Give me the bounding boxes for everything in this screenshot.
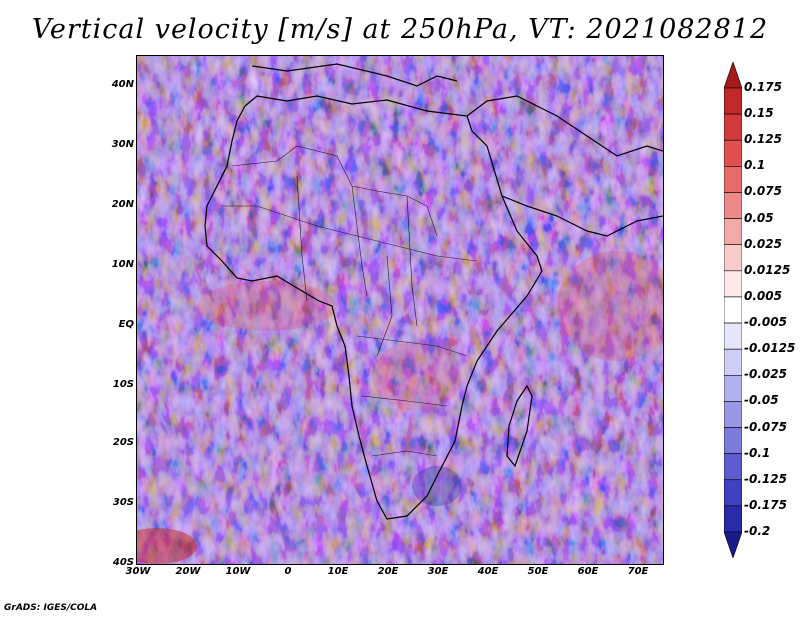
map-panel [136,55,664,565]
colorbar-cell [724,427,742,454]
colorbar-cell [724,479,742,507]
lat-label-30n: 30N [111,139,134,150]
southwest-updraft [137,528,197,564]
lat-label-40n: 40N [111,79,134,90]
colorbar-label: -0.0125 [744,341,796,356]
lat-label-40s: 40S [112,557,134,568]
colorbar-cell [724,453,742,481]
colorbar-label: 0.025 [744,236,782,251]
lat-label-10s: 10S [112,379,134,390]
colorbar-label: -0.075 [744,419,787,434]
lon-label-70e: 70E [627,566,649,577]
colorbar-cell [724,166,742,193]
subsidence-core [412,466,462,506]
lat-label-30s: 30S [112,497,134,508]
colorbar-cell [724,374,742,402]
colorbar-label: 0.005 [744,288,782,303]
colorbar-label: 0.05 [744,210,774,225]
colorbar-label: 0.075 [744,184,782,199]
lon-label-0: 0 [284,566,292,577]
colorbar-cell [724,348,742,376]
lat-label-eq: EQ [118,319,134,330]
colorbar-label: -0.175 [744,497,787,512]
lon-label-30w: 30W [125,566,151,577]
credit-text: GrADS: IGES/COLA [4,603,98,613]
colorbar-cell [724,113,742,141]
ocean-updraft [557,251,663,361]
lon-label-20w: 20W [175,566,201,577]
colorbar-cell [724,192,742,219]
colorbar-cell [724,270,742,298]
colorbar-label: -0.2 [744,524,771,538]
colorbar-cell [724,401,742,428]
colorbar-cell [724,505,742,533]
colorbar [724,62,742,558]
colorbar-cell [724,87,742,115]
colorbar-cell [724,296,742,324]
lon-label-60e: 60E [577,566,599,577]
lon-label-20e: 20E [377,566,399,577]
lat-label-10n: 10N [111,259,134,270]
colorbar-label: -0.005 [744,315,787,330]
colorbar-cell [724,218,742,246]
coastlines [204,63,663,520]
lon-label-40e: 40E [477,566,499,577]
velocity-field [137,56,663,564]
colorbar-label: -0.1 [744,445,771,460]
lat-label-20n: 20N [111,199,134,210]
colorbar-cell [724,62,742,89]
borders [222,145,478,457]
colorbar-cell [724,244,742,272]
colorbar-label: -0.05 [744,393,779,408]
colorbar-label: 0.15 [744,106,774,121]
colorbar-label: 0.0125 [744,262,791,277]
colorbar-cell [724,139,742,167]
colorbar-label: 0.175 [744,80,782,94]
lon-label-10e: 10E [327,566,349,577]
convective-band [197,281,337,331]
colorbar-label: 0.1 [744,158,766,173]
lon-label-30e: 30E [427,566,449,577]
colorbar-cell [724,531,742,558]
lon-label-50e: 50E [527,566,549,577]
plot-title: Vertical velocity [m/s] at 250hPa, VT: 2… [31,14,769,45]
colorbar-cell [724,322,742,350]
convective-core [372,341,462,411]
colorbar-label: -0.025 [744,367,787,382]
lat-label-20s: 20S [112,437,134,448]
colorbar-label: -0.125 [744,471,787,486]
colorbar-label: 0.125 [744,132,782,147]
lon-label-10w: 10W [225,566,251,577]
